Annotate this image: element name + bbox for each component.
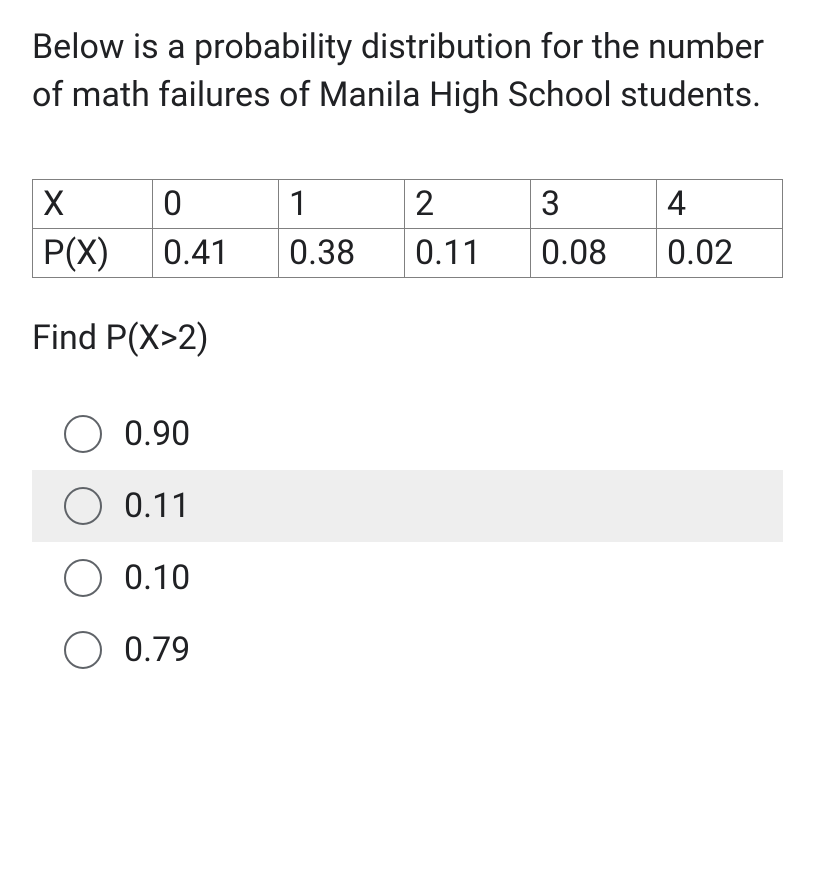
option-label: 0.90: [124, 414, 190, 454]
table-cell: 0: [153, 180, 279, 229]
option-label: 0.79: [124, 630, 190, 670]
option-c[interactable]: 0.10: [32, 542, 783, 614]
table-row: X 0 1 2 3 4: [33, 180, 783, 229]
probability-table: X 0 1 2 3 4 P(X) 0.41 0.38 0.11 0.08 0.0…: [32, 179, 783, 278]
table-cell: 4: [657, 180, 783, 229]
table-cell: 1: [279, 180, 405, 229]
option-label: 0.11: [124, 486, 190, 526]
table-cell: 2: [405, 180, 531, 229]
table-cell: 0.08: [531, 229, 657, 278]
table-cell: 0.02: [657, 229, 783, 278]
table-cell: 0.41: [153, 229, 279, 278]
table-cell: 0.11: [405, 229, 531, 278]
option-a[interactable]: 0.90: [32, 398, 783, 470]
table-cell: X: [33, 180, 153, 229]
radio-icon: [64, 415, 102, 453]
radio-icon: [64, 559, 102, 597]
table-row: P(X) 0.41 0.38 0.11 0.08 0.02: [33, 229, 783, 278]
radio-icon: [64, 487, 102, 525]
question-text: Below is a probability distribution for …: [32, 24, 783, 119]
table-cell: 0.38: [279, 229, 405, 278]
radio-icon: [64, 631, 102, 669]
option-b[interactable]: 0.11: [32, 470, 783, 542]
option-label: 0.10: [124, 558, 190, 598]
table-cell: 3: [531, 180, 657, 229]
options-container: 0.90 0.11 0.10 0.79: [32, 398, 783, 686]
option-d[interactable]: 0.79: [32, 614, 783, 686]
table-cell: P(X): [33, 229, 153, 278]
find-text: Find P(X>2): [32, 318, 783, 358]
